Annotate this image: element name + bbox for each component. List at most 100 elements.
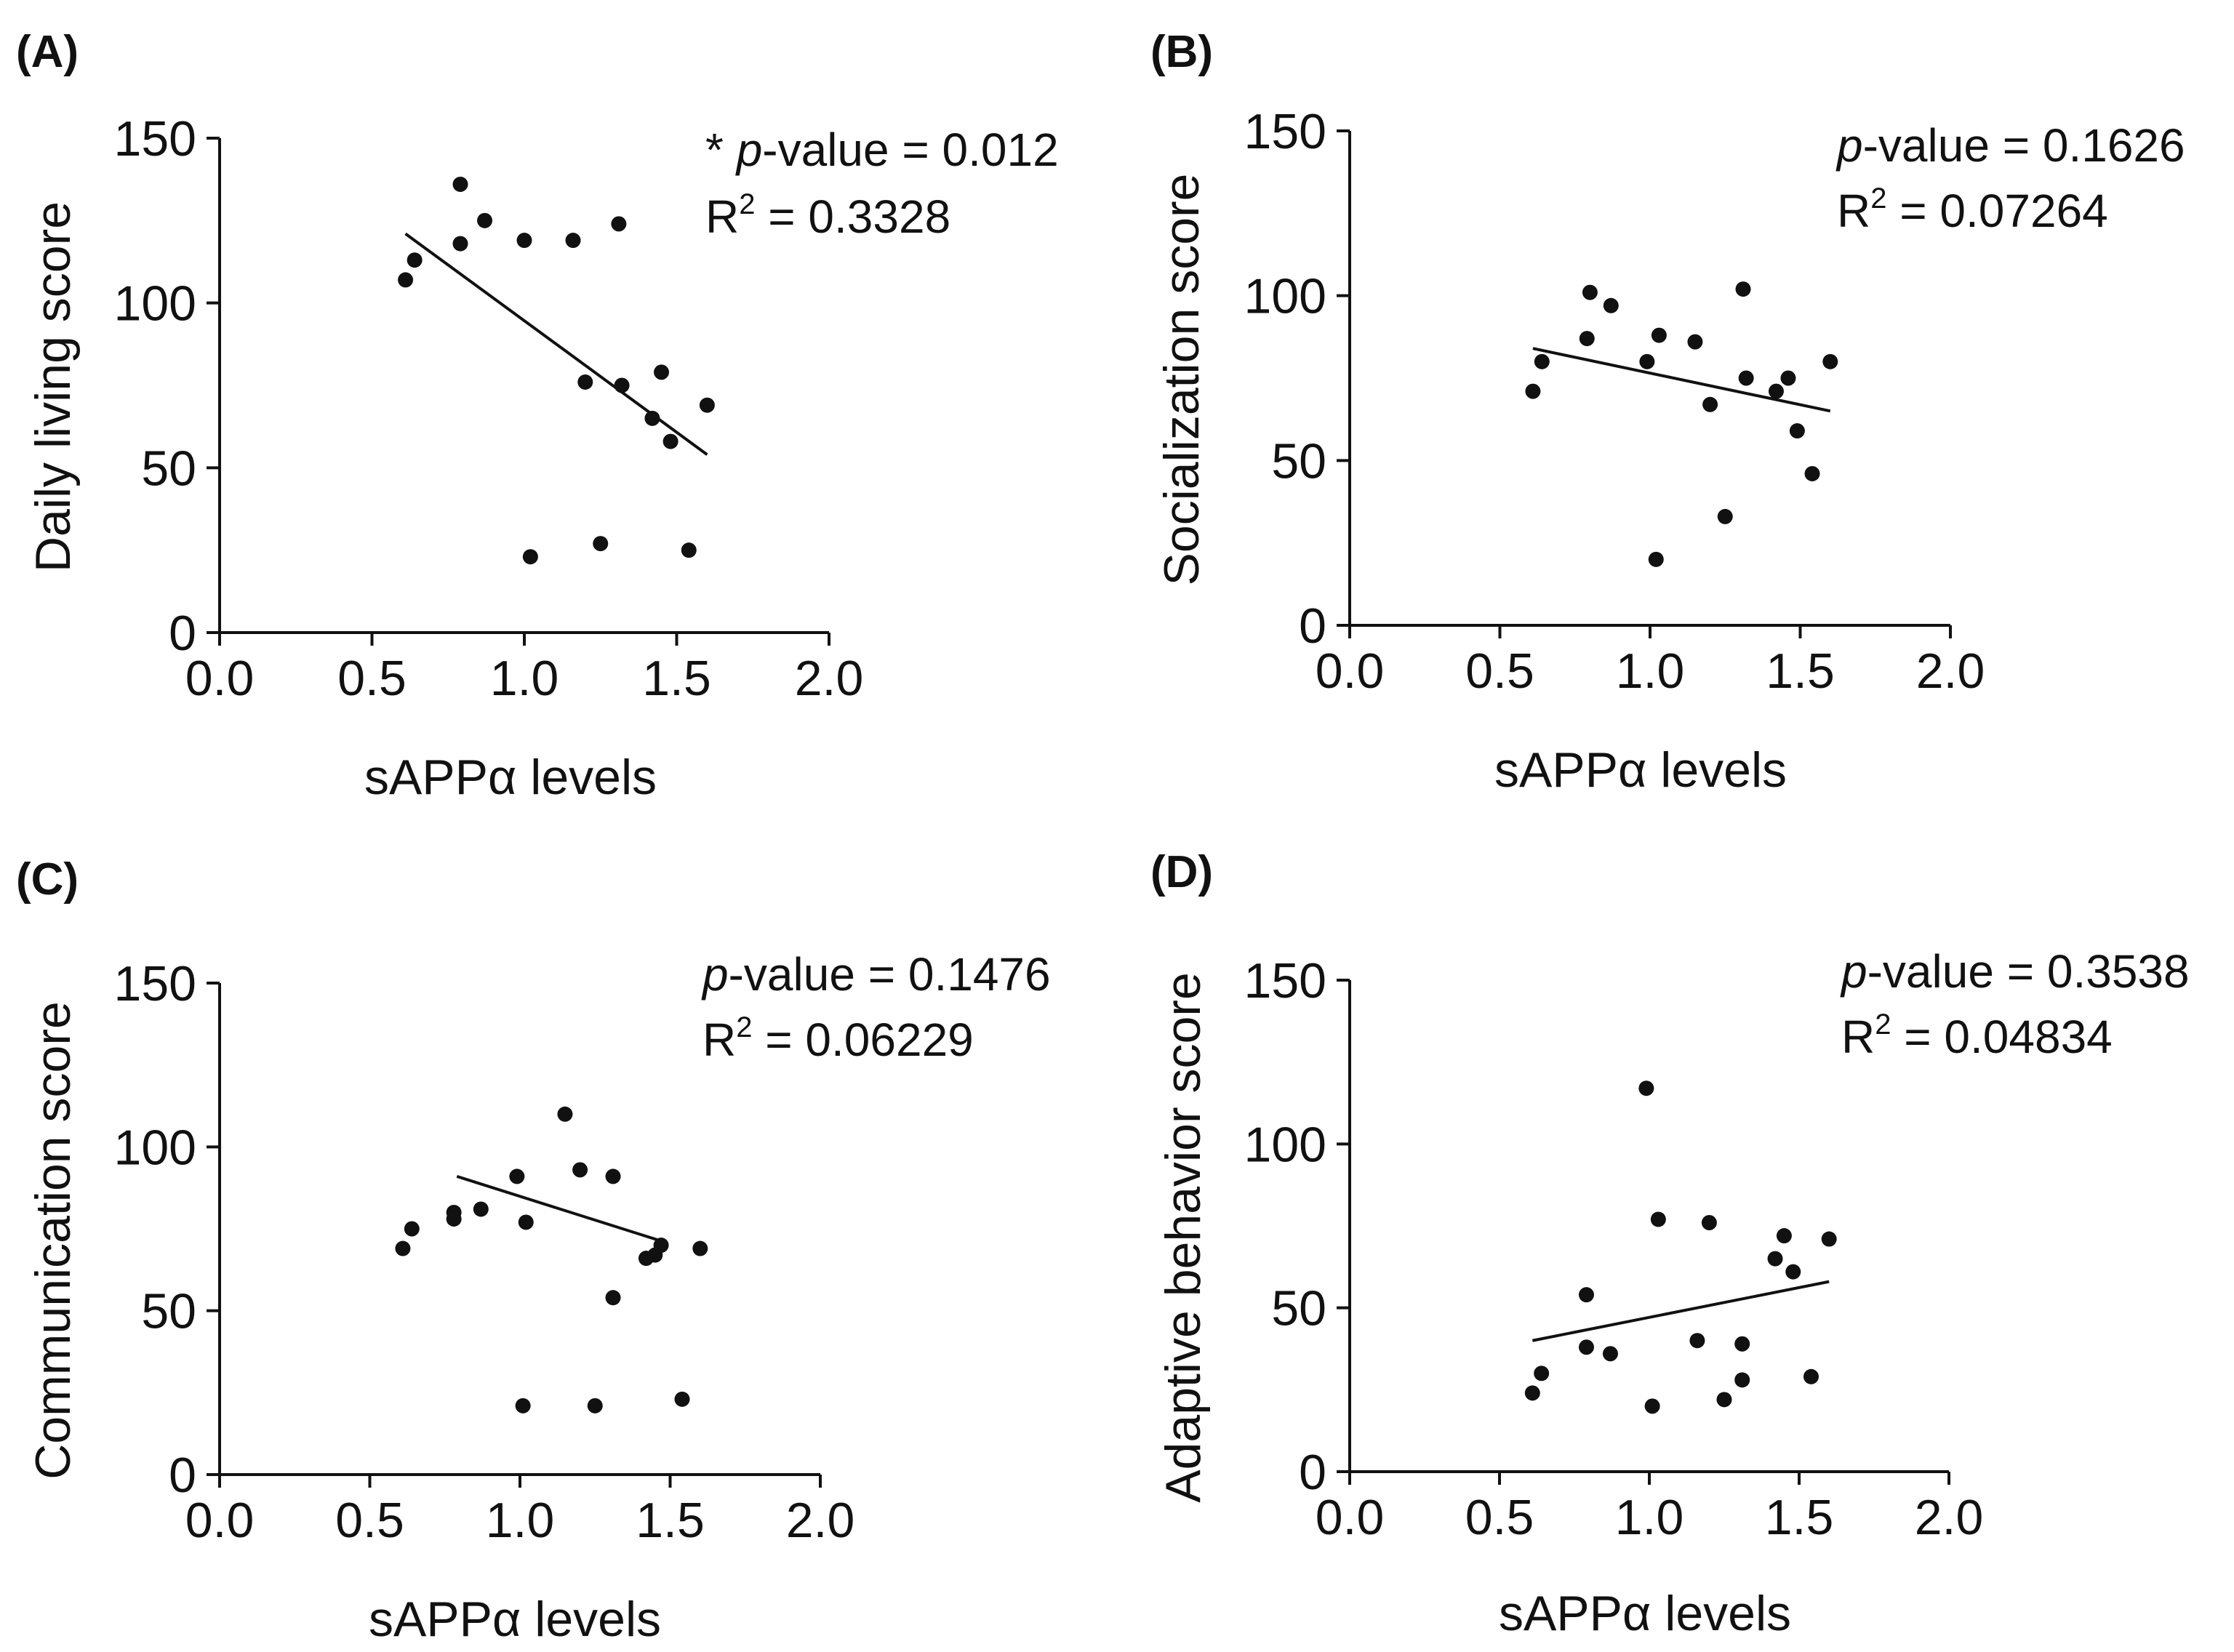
y-tick-label: 100 (114, 276, 196, 332)
axes: 0 50 100 150 0.0 0.5 1.0 1.5 2.0 (114, 111, 864, 706)
data-point (1734, 1372, 1750, 1388)
data-point (1804, 465, 1820, 481)
y-tick-label: 150 (1244, 953, 1326, 1009)
x-tick-label: 2.0 (795, 651, 864, 706)
data-point (1776, 1228, 1792, 1244)
y-tick-label: 50 (141, 441, 196, 496)
r2-value: = 0.04834 (1891, 1011, 2112, 1063)
data-point (681, 542, 697, 558)
data-point (395, 1240, 411, 1256)
axes: 0 50 100 150 0.0 0.5 1.0 1.5 2.0 (1244, 104, 1985, 699)
x-axis-label: sAPPα levels (364, 750, 657, 805)
r2-superscript: 2 (739, 188, 755, 220)
data-point (653, 1238, 669, 1254)
r2-base: R (705, 191, 739, 243)
marks (1524, 1080, 1837, 1414)
x-tick-label: 2.0 (1916, 643, 1985, 699)
data-point (1734, 1336, 1750, 1352)
data-point (1582, 284, 1598, 300)
p-value: -value = 0.3538 (1867, 945, 2190, 998)
p-italic: p (701, 948, 729, 1001)
y-tick-label: 100 (1244, 1117, 1326, 1172)
axes: 0 50 100 150 0.0 0.5 1.0 1.5 2.0 (1244, 953, 1984, 1545)
x-tick-label: 1.0 (490, 651, 559, 706)
data-point (565, 233, 581, 249)
data-point (1534, 353, 1550, 369)
data-point (572, 1162, 588, 1178)
data-point (516, 233, 532, 249)
data-point (518, 1214, 534, 1230)
data-point (692, 1240, 708, 1256)
p-value-text: * p-value = 0.012 (705, 124, 1059, 176)
data-point (1767, 1251, 1783, 1267)
data-point (452, 176, 468, 192)
x-tick-label: 0.5 (337, 651, 407, 706)
y-tick-label: 50 (141, 1284, 196, 1339)
panel-label: (B) (1150, 27, 1213, 77)
data-point (1716, 1392, 1732, 1408)
x-tick-label: 0.0 (185, 651, 255, 706)
r-squared-text: R2 = 0.04834 (1841, 1009, 2113, 1063)
data-point (644, 410, 660, 426)
data-point (1578, 1339, 1594, 1355)
data-point (593, 536, 609, 552)
data-point (1789, 423, 1805, 439)
data-point (1579, 331, 1595, 347)
p-value-text: p-value = 0.1626 (1835, 119, 2185, 172)
y-tick-label: 0 (1299, 1445, 1326, 1500)
data-point (1650, 1211, 1666, 1227)
p-italic: p (735, 124, 763, 176)
y-tick-label: 50 (1271, 1281, 1326, 1336)
x-tick-label: 1.0 (1615, 1490, 1684, 1545)
r-squared-text: R2 = 0.06229 (702, 1011, 974, 1066)
r2-base: R (1841, 1011, 1875, 1063)
x-tick-label: 0.0 (1316, 643, 1385, 699)
r2-superscript: 2 (1875, 1009, 1891, 1040)
panel-c: (C) Communication score sAPPα levels p-v… (16, 854, 1051, 1647)
x-tick-label: 1.0 (486, 1493, 555, 1548)
data-point (1780, 370, 1796, 386)
data-point (1821, 1231, 1837, 1247)
panel-d: (D) Adaptive behavior score sAPPα levels… (1150, 847, 2190, 1641)
marks (1525, 281, 1838, 567)
x-axis-label: sAPPα levels (1494, 742, 1787, 798)
data-point (605, 1168, 621, 1184)
data-point (1651, 327, 1667, 343)
p-italic: p (1835, 119, 1863, 172)
r2-value: = 0.07264 (1886, 185, 2107, 237)
x-tick-label: 0.0 (185, 1493, 255, 1548)
p-value: -value = 0.012 (762, 124, 1058, 176)
y-tick-label: 0 (169, 606, 196, 661)
marks (398, 176, 715, 565)
data-point (1638, 1080, 1654, 1096)
data-point (1822, 353, 1838, 369)
y-tick-label: 150 (114, 956, 196, 1011)
x-axis-label: sAPPα levels (369, 1592, 661, 1647)
y-axis-label: Communication score (25, 1001, 81, 1480)
data-point (587, 1398, 603, 1414)
r2-base: R (702, 1014, 736, 1066)
panel-b: (B) Socialization score sAPPα levels p-v… (1150, 27, 2185, 798)
data-point (398, 272, 414, 288)
p-value-text: p-value = 0.1476 (701, 948, 1051, 1001)
axes: 0 50 100 150 0.0 0.5 1.0 1.5 2.0 (114, 956, 855, 1548)
data-point (614, 377, 630, 393)
data-point (1644, 1398, 1660, 1414)
y-axis-label: Socialization score (1154, 174, 1209, 586)
r-squared-text: R2 = 0.3328 (705, 188, 950, 243)
y-axis-label: Daily living score (25, 201, 81, 572)
data-point (407, 252, 423, 268)
data-point (577, 374, 593, 390)
data-point (1603, 297, 1619, 313)
x-axis-label: sAPPα levels (1499, 1586, 1791, 1641)
r2-superscript: 2 (736, 1011, 752, 1043)
r-squared-text: R2 = 0.07264 (1837, 183, 2108, 237)
data-point (1689, 1333, 1705, 1349)
data-point (1578, 1287, 1594, 1303)
data-point (1702, 396, 1718, 412)
p-value: -value = 0.1626 (1863, 119, 2185, 172)
x-tick-label: 0.5 (1465, 1490, 1534, 1545)
x-tick-label: 0.0 (1316, 1490, 1385, 1545)
data-point (1524, 1385, 1540, 1401)
